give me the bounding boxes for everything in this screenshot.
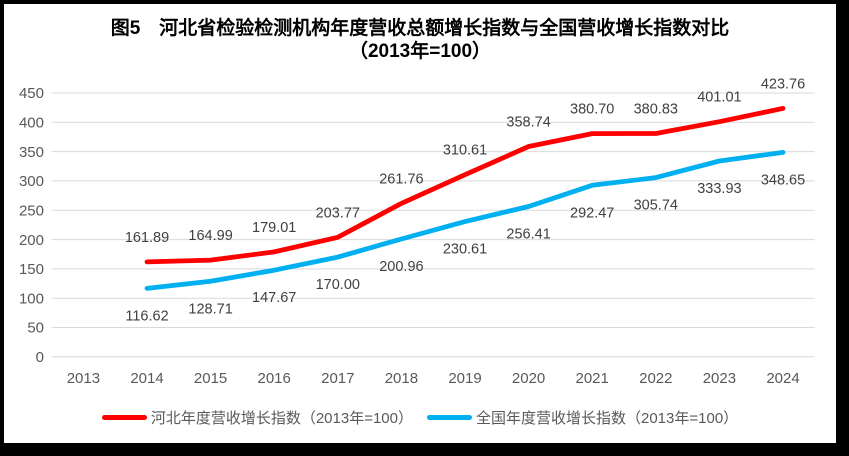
data-label: 128.71 <box>188 301 232 317</box>
y-axis-tick-label: 450 <box>19 85 44 102</box>
data-label: 200.96 <box>379 259 423 275</box>
data-label: 179.01 <box>252 220 296 236</box>
y-axis-tick-label: 250 <box>19 202 44 219</box>
chart-area: 0 50 100 150 200 250 300 350 400 450 2013 2014 2015 2… <box>4 4 836 443</box>
x-axis-tick-label: 2022 <box>639 370 672 387</box>
data-label: 256.41 <box>506 227 550 243</box>
data-label: 423.76 <box>761 76 805 92</box>
chart-title-line2: （2013年=100） <box>348 41 492 62</box>
legend-label-national: 全国年度营收增长指数（2013年=100） <box>476 410 739 427</box>
y-axis-tick-label: 150 <box>19 261 44 278</box>
y-axis-tick-label: 100 <box>19 290 44 307</box>
x-axis-tick-label: 2017 <box>321 370 354 387</box>
data-label: 116.62 <box>125 308 168 324</box>
x-axis-tick-label: 2016 <box>258 370 291 387</box>
data-label: 358.74 <box>506 115 550 131</box>
legend-marker-hebei-line <box>101 415 147 420</box>
legend-item-hebei: 河北年度营收增长指数（2013年=100） <box>101 407 413 428</box>
series-line-1 <box>144 149 786 291</box>
x-axis-tick-label: 2013 <box>67 370 100 387</box>
chart-title-line1: 图5 河北省检验检测机构年度营收总额增长指数与全国营收增长指数对比 <box>110 18 730 39</box>
y-axis-tick-label: 350 <box>19 144 44 161</box>
legend-marker-national-line <box>427 415 472 420</box>
x-axis-tick-label: 2020 <box>512 370 545 387</box>
chart-svg: 0 50 100 150 200 250 300 350 400 450 2013 2014 2015 2… <box>19 76 815 387</box>
x-axis-tick-label: 2015 <box>194 370 227 387</box>
data-label: 170.00 <box>316 277 360 293</box>
data-label: 333.93 <box>697 181 741 197</box>
data-label: 380.83 <box>634 102 678 118</box>
y-axis-tick-label: 200 <box>19 232 44 249</box>
x-axis-tick-label: 2024 <box>766 370 799 387</box>
y-axis-tick-label: 400 <box>19 115 44 132</box>
data-label: 310.61 <box>443 143 487 159</box>
series-line-0 <box>144 106 786 265</box>
x-axis-tick-label: 2018 <box>385 370 418 387</box>
chart-legend: 河北年度营收增长指数（2013年=100） 全国年度营收增长指数（2013年=1… <box>4 407 836 428</box>
data-label: 230.61 <box>443 242 487 258</box>
y-axis-tick-label: 50 <box>27 320 44 337</box>
chart-title: 图5 河北省检验检测机构年度营收总额增长指数与全国营收增长指数对比 （2013年… <box>4 17 836 63</box>
legend-item-national: 全国年度营收增长指数（2013年=100） <box>427 407 738 428</box>
data-label: 292.47 <box>570 205 614 221</box>
x-axis-tick-label: 2023 <box>703 370 736 387</box>
legend-label-hebei: 河北年度营收增长指数（2013年=100） <box>150 410 413 427</box>
data-label: 305.74 <box>634 198 678 214</box>
data-label: 147.67 <box>252 290 296 306</box>
x-axis-tick-label: 2019 <box>448 370 481 387</box>
x-axis-tick-label: 2021 <box>576 370 609 387</box>
data-label: 348.65 <box>761 172 805 188</box>
y-axis-tick-label: 0 <box>36 349 44 366</box>
x-axis-tick-label: 2014 <box>130 370 163 387</box>
data-label: 401.01 <box>697 90 741 106</box>
data-label: 261.76 <box>379 171 423 187</box>
data-label: 380.70 <box>570 102 614 118</box>
data-label: 161.89 <box>125 230 169 246</box>
data-label: 203.77 <box>316 205 360 221</box>
data-label: 164.99 <box>188 228 232 244</box>
y-axis-tick-label: 300 <box>19 173 44 190</box>
